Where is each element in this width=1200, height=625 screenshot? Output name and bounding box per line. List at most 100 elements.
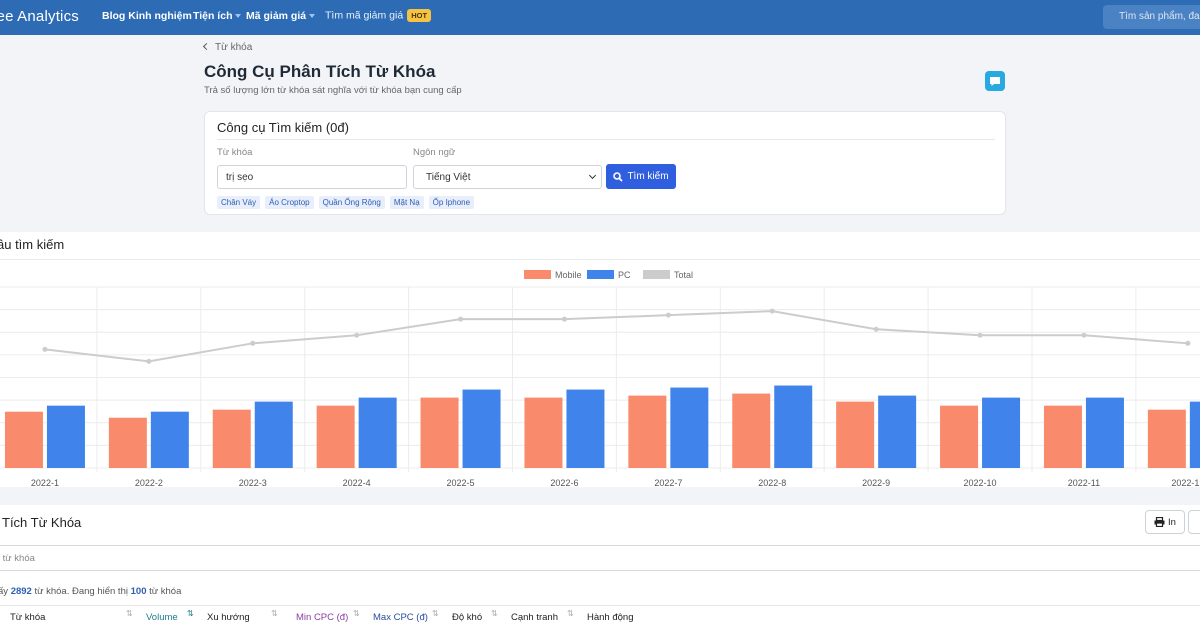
search-icon <box>613 171 624 182</box>
chart-bar-pc <box>46 405 85 468</box>
language-select[interactable]: Tiếng Việt <box>413 165 602 189</box>
chevron-down-icon <box>235 14 242 19</box>
keyword-filter-input[interactable]: ọc từ khóa <box>0 545 1200 571</box>
sort-icon[interactable]: ⇅ <box>271 609 278 618</box>
col-difficulty[interactable]: Độ khó <box>452 612 483 623</box>
chart-point-total <box>1081 332 1087 338</box>
chart-bar-pc <box>1085 397 1124 468</box>
x-tick-label: 2022-7 <box>654 478 682 487</box>
col-trend[interactable]: Xu hướng <box>207 612 250 623</box>
hot-badge: HOT <box>407 9 432 22</box>
chart-bar-pc <box>1189 401 1200 468</box>
chat-icon[interactable] <box>985 71 1005 91</box>
chart-heading: ầu tìm kiếm <box>0 237 65 252</box>
chart-bar-mobile <box>108 417 147 468</box>
chart-divider <box>0 259 1200 260</box>
chart-bar-pc <box>774 385 813 468</box>
nav-ma-giam-gia[interactable]: Mã giảm giá <box>246 10 316 22</box>
chart-point-total <box>561 316 567 322</box>
legend-label: PC <box>618 270 631 280</box>
keyword-input[interactable]: trị sẹo <box>217 165 407 189</box>
x-tick-label: 2022-11 <box>1068 478 1100 487</box>
brand-logo[interactable]: pee Analytics <box>0 8 79 25</box>
chat-bubble-icon <box>990 76 1000 86</box>
chart-bar-pc <box>254 401 293 468</box>
result-info: ấy 2892 từ khóa. Đang hiển thị 100 từ kh… <box>0 586 181 597</box>
chart-bar-mobile <box>524 397 563 468</box>
legend-label: Total <box>674 270 693 280</box>
chart-bar-mobile <box>1147 409 1186 468</box>
chart-bar-mobile <box>316 405 355 468</box>
sort-desc-icon[interactable]: ⇅ <box>187 609 194 618</box>
search-card: Công cụ Tìm kiếm (0đ) Từ khóa Ngôn ngữ t… <box>204 111 1006 215</box>
top-navbar: pee Analytics Blog Kinh nghiệm Tiện ích … <box>0 0 1200 35</box>
sort-icon[interactable]: ⇅ <box>567 609 574 618</box>
tag-chip[interactable]: Áo Croptop <box>265 196 314 209</box>
table-header-divider <box>0 605 1200 606</box>
search-button-label: Tìm kiếm <box>627 171 669 182</box>
page-title: Công Cụ Phân Tích Từ Khóa <box>204 62 436 81</box>
x-tick-label: 2022-10 <box>964 478 997 487</box>
tag-chip[interactable]: Ốp Iphone <box>428 196 475 209</box>
col-max-cpc[interactable]: Max CPC (đ) <box>373 612 428 623</box>
chart-point-total <box>42 346 48 352</box>
chart-bar-pc <box>150 411 189 468</box>
print-button[interactable]: In <box>1145 510 1185 534</box>
search-button[interactable]: Tìm kiếm <box>606 164 676 189</box>
printer-icon <box>1154 517 1165 527</box>
legend-swatch <box>524 270 551 279</box>
export-button[interactable] <box>1188 510 1200 534</box>
chart-bar-mobile <box>836 401 875 468</box>
chart-bar-mobile <box>212 409 251 468</box>
search-volume-chart: 2022-1 2022-2 2022-3 2022-4 2022-5 2022-6 2022… <box>0 270 1200 487</box>
chart-point-total <box>665 312 671 318</box>
chevron-left-icon <box>202 42 211 51</box>
nav-blog[interactable]: Blog Kinh nghiệm <box>102 10 192 22</box>
page-subtitle: Trả số lượng lớn từ khóa sát nghĩa với t… <box>204 85 462 96</box>
breadcrumb-back[interactable]: Từ khóa <box>202 42 252 53</box>
chart-bar-pc <box>566 389 605 468</box>
chart-bar-mobile <box>4 411 43 468</box>
col-competition[interactable]: Cạnh tranh <box>511 612 559 623</box>
tag-chip[interactable]: Quần Ống Rộng <box>318 196 385 209</box>
tag-chip[interactable]: Mặt Nạ <box>389 196 424 209</box>
info-suffix: từ khóa <box>149 586 182 597</box>
tag-chip[interactable]: Chân Váy <box>217 196 261 209</box>
x-tick-label: 2022-1 <box>31 478 59 487</box>
keyword-label: Từ khóa <box>217 147 253 158</box>
print-button-label: In <box>1168 516 1176 528</box>
nav-tim-ma[interactable]: Tìm mã giảm giá HOT <box>325 9 432 22</box>
x-tick-label: 2022-8 <box>758 478 786 487</box>
chart-point-total <box>250 340 256 346</box>
x-tick-label: 2022-9 <box>862 478 890 487</box>
chart-bar-mobile <box>940 405 979 468</box>
chart-bar-mobile <box>628 395 667 468</box>
shown-count: 100 <box>130 586 147 597</box>
sort-icon[interactable]: ⇅ <box>432 609 439 618</box>
nav-tien-ich[interactable]: Tiện ích <box>193 10 242 22</box>
nav-ma-giam-gia-label: Mã giảm giá <box>246 10 307 22</box>
legend-label: Mobile <box>555 270 582 280</box>
sort-icon[interactable]: ⇅ <box>126 609 133 618</box>
nav-tim-ma-label: Tìm mã giảm giá <box>325 9 404 22</box>
table-heading: Tích Từ Khóa <box>2 515 82 530</box>
chart-bar-pc <box>878 395 917 468</box>
sort-icon[interactable]: ⇅ <box>353 609 360 618</box>
x-tick-label: 2022-6 <box>550 478 578 487</box>
chart-bar-pc <box>462 389 501 468</box>
x-tick-label: 2022-2 <box>135 478 163 487</box>
col-volume[interactable]: Volume <box>146 612 178 623</box>
found-count: 2892 <box>10 586 32 597</box>
chart-line-total <box>44 310 1188 363</box>
product-search-input[interactable]: Tìm sản phẩm, đa <box>1103 5 1200 29</box>
col-keyword[interactable]: Từ khóa <box>10 612 46 623</box>
chart-bar-pc <box>670 387 709 468</box>
keyword-table-panel: Tích Từ Khóa In ọc từ khóa ấy 2892 từ kh… <box>0 505 1200 625</box>
chart-bar-mobile <box>732 393 771 468</box>
col-min-cpc[interactable]: Min CPC (đ) <box>296 612 349 623</box>
language-label: Ngôn ngữ <box>413 147 456 158</box>
x-tick-label: 2022-3 <box>239 478 267 487</box>
chart-bar-pc <box>358 397 397 468</box>
sort-icon[interactable]: ⇅ <box>491 609 498 618</box>
info-prefix: ấy <box>0 586 9 597</box>
